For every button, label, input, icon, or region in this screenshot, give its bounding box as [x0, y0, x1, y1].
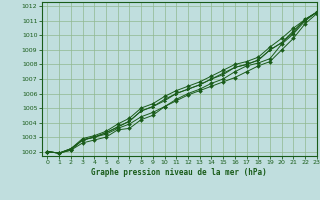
X-axis label: Graphe pression niveau de la mer (hPa): Graphe pression niveau de la mer (hPa): [91, 168, 267, 177]
